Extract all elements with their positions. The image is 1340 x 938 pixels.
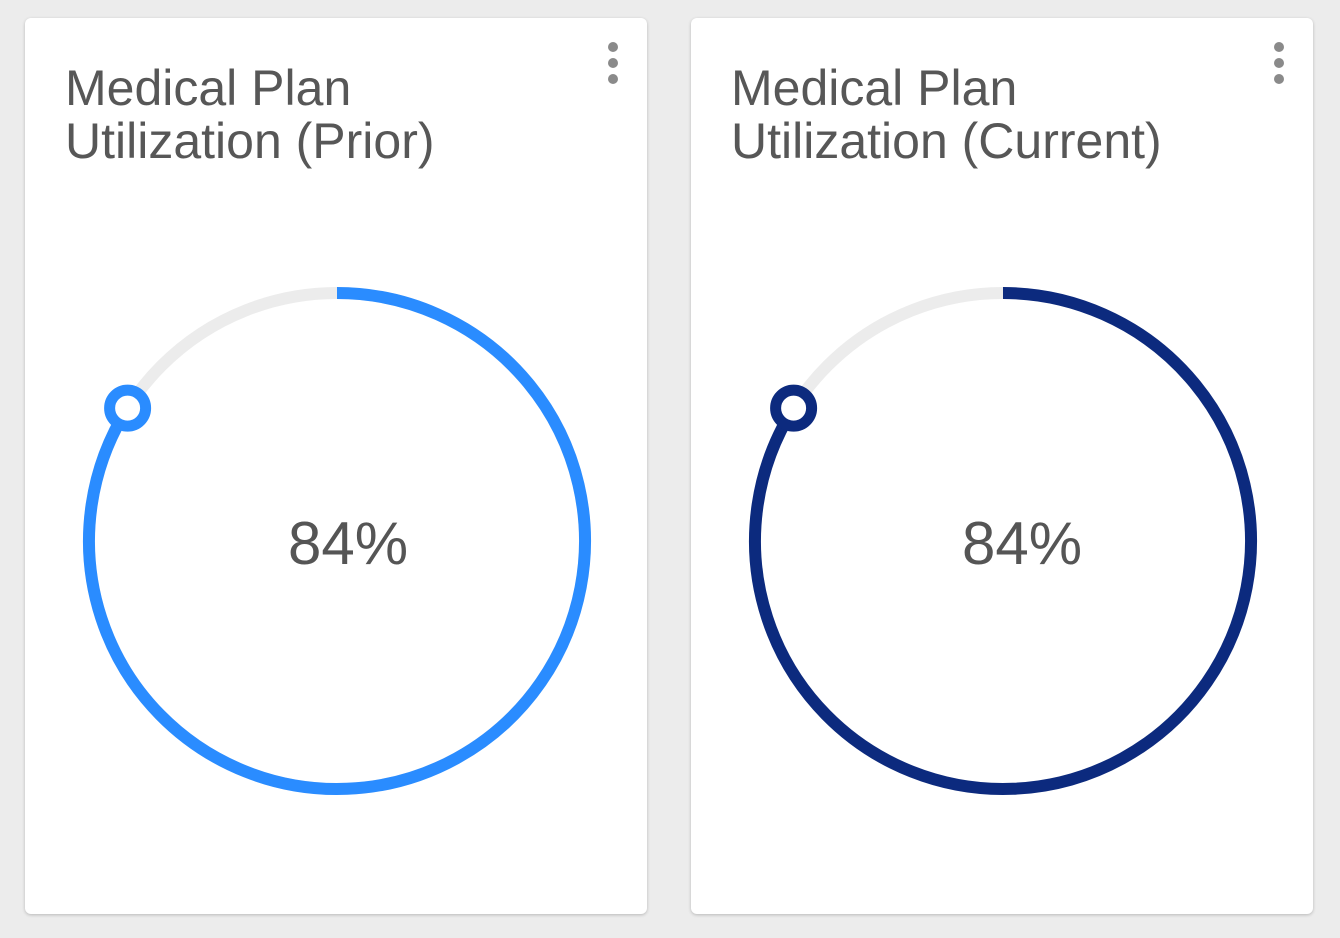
kebab-vertical-icon — [608, 42, 618, 84]
card-menu-button[interactable] — [599, 40, 627, 88]
utilization-gauge: 84% — [749, 287, 1257, 795]
gauge-end-marker — [104, 384, 152, 432]
card-menu-button[interactable] — [1265, 40, 1293, 88]
gauge-value-label: 84% — [962, 510, 1082, 577]
card-title: Medical Plan Utilization (Current) — [731, 60, 1162, 169]
card-title: Medical Plan Utilization (Prior) — [65, 60, 435, 169]
gauge-value-label: 84% — [288, 510, 408, 577]
gauge-end-marker — [770, 384, 818, 432]
kebab-vertical-icon — [1274, 42, 1284, 84]
utilization-card-prior: Medical Plan Utilization (Prior) 84% — [25, 18, 647, 914]
gauge-progress-arc — [83, 287, 591, 795]
utilization-gauge: 84% — [83, 287, 591, 795]
utilization-card-current: Medical Plan Utilization (Current) 84% — [691, 18, 1313, 914]
gauge-progress-arc — [749, 287, 1257, 795]
